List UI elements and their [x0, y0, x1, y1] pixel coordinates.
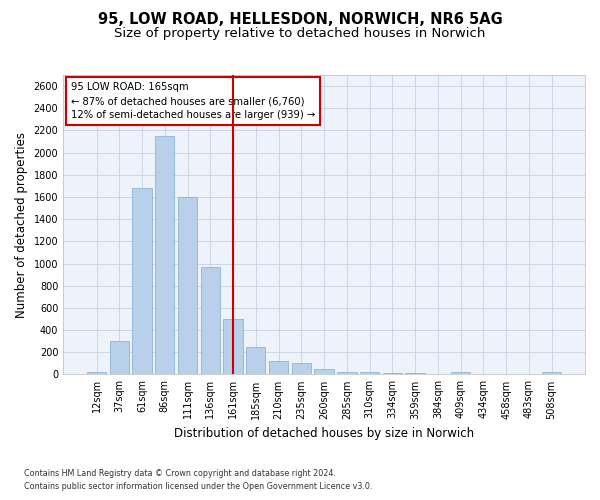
Bar	[383, 373, 402, 374]
Bar	[200, 267, 220, 374]
Bar	[360, 372, 379, 374]
Bar	[246, 347, 265, 374]
Y-axis label: Number of detached properties: Number of detached properties	[15, 132, 28, 318]
Text: 95 LOW ROAD: 165sqm
← 87% of detached houses are smaller (6,760)
12% of semi-det: 95 LOW ROAD: 165sqm ← 87% of detached ho…	[71, 82, 315, 120]
X-axis label: Distribution of detached houses by size in Norwich: Distribution of detached houses by size …	[174, 427, 474, 440]
Bar	[292, 364, 311, 374]
Text: Size of property relative to detached houses in Norwich: Size of property relative to detached ho…	[115, 28, 485, 40]
Bar	[223, 319, 243, 374]
Bar	[314, 369, 334, 374]
Bar	[155, 136, 175, 374]
Bar	[133, 188, 152, 374]
Bar	[451, 372, 470, 374]
Bar	[337, 372, 356, 374]
Bar	[87, 372, 106, 374]
Text: Contains public sector information licensed under the Open Government Licence v3: Contains public sector information licen…	[24, 482, 373, 491]
Bar	[269, 361, 288, 374]
Bar	[110, 341, 129, 374]
Text: Contains HM Land Registry data © Crown copyright and database right 2024.: Contains HM Land Registry data © Crown c…	[24, 468, 336, 477]
Bar	[542, 372, 561, 374]
Bar	[178, 197, 197, 374]
Text: 95, LOW ROAD, HELLESDON, NORWICH, NR6 5AG: 95, LOW ROAD, HELLESDON, NORWICH, NR6 5A…	[98, 12, 502, 28]
